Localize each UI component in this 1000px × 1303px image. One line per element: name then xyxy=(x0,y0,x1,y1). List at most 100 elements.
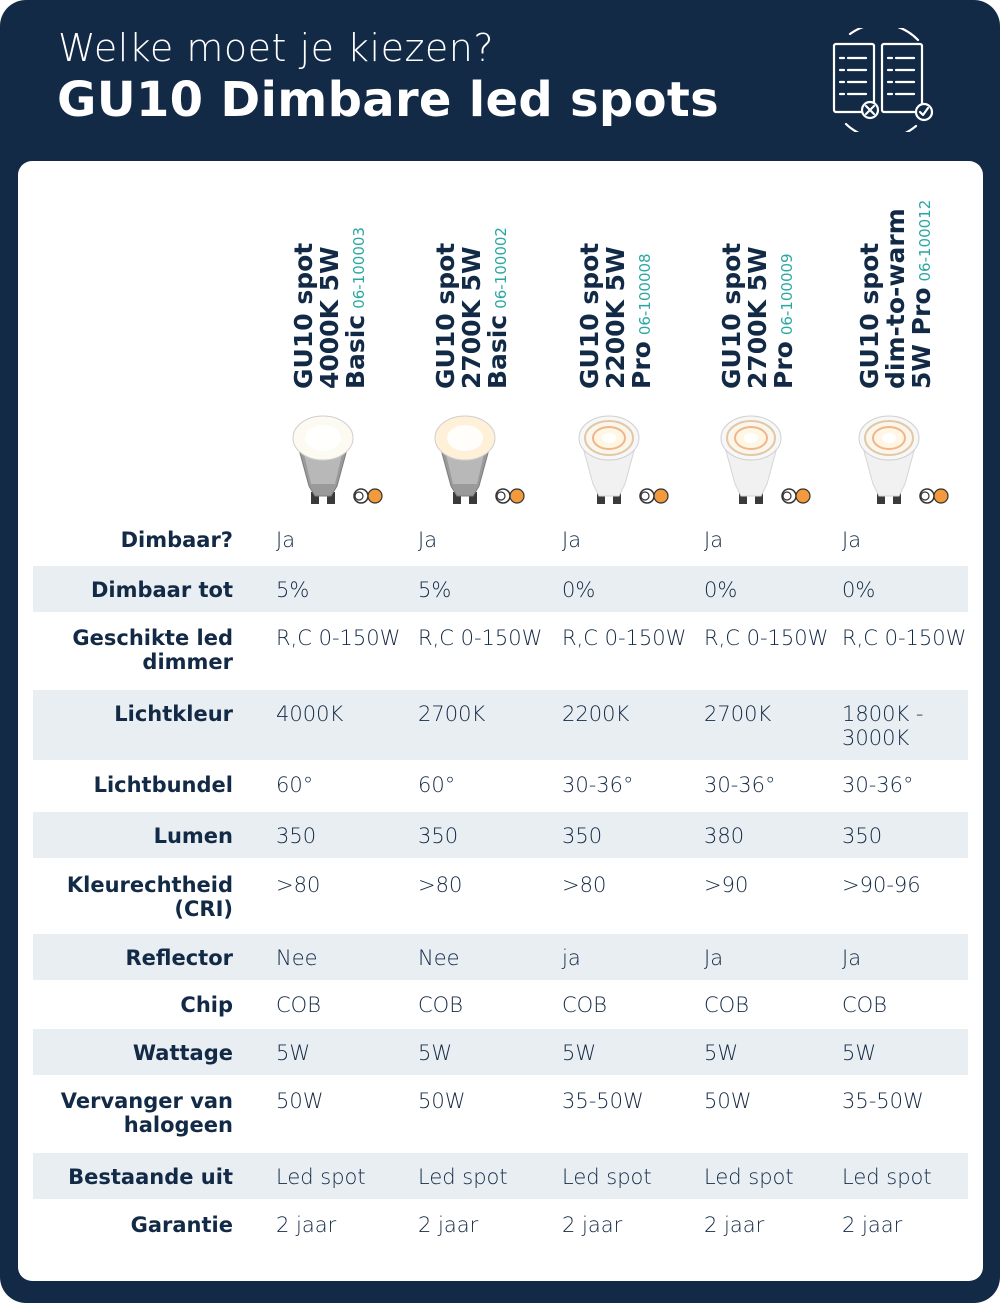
product-header: GU10 spot dim-to-warm 5W Pro06-100012 xyxy=(839,161,959,521)
table-cell: 350 xyxy=(562,824,603,848)
table-row: Lumen 350 350 350 380 350 xyxy=(33,812,968,858)
table-cell: >80 xyxy=(276,873,321,897)
table-cell: 2 jaar xyxy=(842,1213,903,1237)
table-cell: 1800K - 3000K xyxy=(842,702,924,750)
table-cell: 2 jaar xyxy=(704,1213,765,1237)
product-name-line: GU10 spot xyxy=(575,242,604,389)
table-cell: >90-96 xyxy=(842,873,921,897)
bulb-image xyxy=(720,415,811,504)
page-title: GU10 Dimbare led spots xyxy=(57,72,719,128)
table-cell: Ja xyxy=(704,946,724,970)
product-name-line: Basic06-100003 xyxy=(341,227,370,389)
row-label: Chip xyxy=(180,993,233,1017)
product-code: 06-100003 xyxy=(350,227,368,309)
table-row: Garantie 2 jaar 2 jaar 2 jaar 2 jaar 2 jaar xyxy=(33,1201,968,1251)
row-label: Lichtbundel xyxy=(93,773,233,797)
table-cell: 2 jaar xyxy=(418,1213,479,1237)
table-cell: Led spot xyxy=(842,1165,932,1189)
table-cell: 2700K xyxy=(418,702,486,726)
table-cell: R,C 0-150W xyxy=(842,626,967,650)
row-label: Vervanger van halogeen xyxy=(60,1089,233,1137)
row-label: Kleurechtheid (CRI) xyxy=(66,873,233,921)
table-cell: 4000K xyxy=(276,702,344,726)
table-cell: 0% xyxy=(704,578,738,602)
table-cell: 30-36° xyxy=(842,773,914,797)
table-cell: 350 xyxy=(418,824,459,848)
table-cell: Led spot xyxy=(276,1165,366,1189)
table-cell: 2 jaar xyxy=(562,1213,623,1237)
table-cell: Ja xyxy=(842,946,862,970)
table-cell: 380 xyxy=(704,824,745,848)
table-cell: COB xyxy=(418,993,463,1017)
table-cell: 5% xyxy=(418,578,452,602)
row-label: Reflector xyxy=(125,946,234,970)
table-row: Kleurechtheid (CRI) >80 >80 >80 >90 >90-96 xyxy=(33,861,968,933)
table-cell: 35-50W xyxy=(562,1089,644,1113)
table-cell: 2200K xyxy=(562,702,630,726)
product-name-line: dim-to-warm xyxy=(881,208,910,389)
table-row: Reflector Nee Nee ja Ja Ja xyxy=(33,934,968,980)
bulb-image xyxy=(578,415,669,504)
comparison-table: GU10 spot 4000K 5W Basic06-100003 GU10 spot… xyxy=(18,161,983,1281)
product-name-line: GU10 spot xyxy=(855,242,884,389)
product-name-line: Pro06-100009 xyxy=(769,253,798,389)
page-subtitle: Welke moet je kiezen? xyxy=(58,26,495,70)
table-cell: R,C 0-150W xyxy=(418,626,543,650)
table-cell: Nee xyxy=(418,946,460,970)
table-row: Lichtkleur 4000K 2700K 2200K 2700K 1800K - 30… xyxy=(33,690,968,760)
table-cell: 0% xyxy=(562,578,596,602)
table-cell: COB xyxy=(842,993,887,1017)
table-row: Chip COB COB COB COB COB xyxy=(33,981,968,1029)
table-cell: 2 jaar xyxy=(276,1213,337,1237)
table-cell: Led spot xyxy=(704,1165,794,1189)
product-name: GU10 spot 2700K 5W Pro06-100009 xyxy=(717,169,800,389)
table-cell: 350 xyxy=(842,824,883,848)
table-row: Lichtbundel 60° 60° 30-36° 30-36° 30-36° xyxy=(33,761,968,811)
product-name-line: GU10 spot xyxy=(289,242,318,389)
table-cell: Ja xyxy=(704,528,724,552)
product-header: GU10 spot 2700K 5W Basic06-100002 xyxy=(415,161,535,521)
row-label: Wattage xyxy=(132,1041,233,1065)
table-cell: >90 xyxy=(704,873,749,897)
table-cell: ja xyxy=(562,946,581,970)
table-cell: Ja xyxy=(562,528,582,552)
table-cell: 60° xyxy=(276,773,314,797)
bulb-image xyxy=(858,415,949,504)
table-row: Wattage 5W 5W 5W 5W 5W xyxy=(33,1029,968,1075)
bulb-image xyxy=(292,415,383,504)
product-name-line: 4000K 5W xyxy=(315,246,344,389)
table-cell: R,C 0-150W xyxy=(704,626,829,650)
table-cell: >80 xyxy=(562,873,607,897)
table-cell: COB xyxy=(276,993,321,1017)
product-name: GU10 spot 2700K 5W Basic06-100002 xyxy=(431,169,514,389)
table-row: Dimbaar? Ja Ja Ja Ja Ja xyxy=(33,516,968,564)
table-cell: 30-36° xyxy=(704,773,776,797)
table-row: Vervanger van halogeen 50W 50W 35-50W 50W 35-… xyxy=(33,1077,968,1152)
table-cell: Nee xyxy=(276,946,318,970)
product-header: GU10 spot 4000K 5W Basic06-100003 xyxy=(273,161,393,521)
table-row: Dimbaar tot 5% 5% 0% 0% 0% xyxy=(33,566,968,612)
product-name: GU10 spot 2200K 5W Pro06-100008 xyxy=(575,169,658,389)
row-label: Bestaande uit xyxy=(68,1165,233,1189)
product-code: 06-100008 xyxy=(636,253,654,336)
row-label: Lichtkleur xyxy=(114,702,233,726)
product-name-line: GU10 spot xyxy=(431,242,460,389)
row-label: Garantie xyxy=(130,1213,233,1237)
table-cell: Led spot xyxy=(562,1165,652,1189)
bulb-image xyxy=(434,415,525,504)
table-cell: 350 xyxy=(276,824,317,848)
table-cell: 5W xyxy=(418,1041,453,1065)
table-cell: 0% xyxy=(842,578,876,602)
product-name-line: GU10 spot xyxy=(717,242,746,389)
table-cell: 60° xyxy=(418,773,456,797)
row-label: Dimbaar? xyxy=(120,528,233,552)
product-name: GU10 spot 4000K 5W Basic06-100003 xyxy=(289,169,372,389)
product-code: 06-100009 xyxy=(778,253,796,336)
row-label: Geschikte led dimmer xyxy=(72,626,233,674)
table-cell: Ja xyxy=(418,528,438,552)
compare-checklists-icon xyxy=(832,28,934,132)
table-cell: 5W xyxy=(562,1041,597,1065)
table-cell: 5% xyxy=(276,578,310,602)
table-cell: Ja xyxy=(276,528,296,552)
table-cell: 2700K xyxy=(704,702,772,726)
